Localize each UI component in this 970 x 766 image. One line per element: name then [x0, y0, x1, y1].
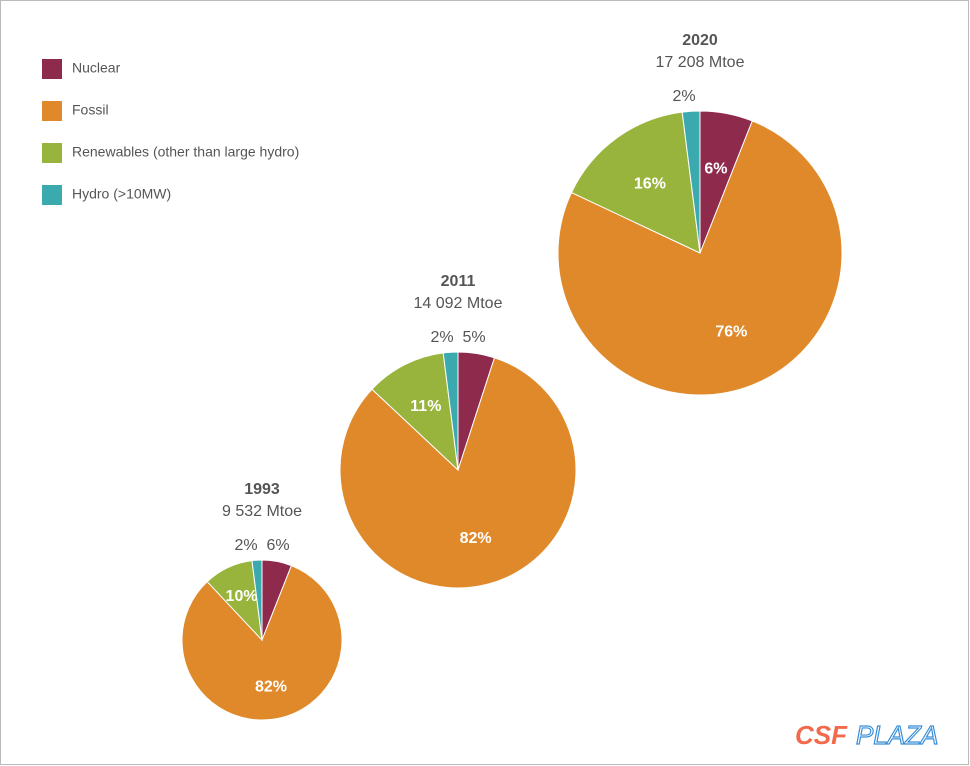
- data-label: 5%: [462, 329, 485, 346]
- pie-subtitle: 17 208 Mtoe: [656, 54, 745, 71]
- pie-title: 1993: [244, 481, 280, 498]
- pie-title: 2020: [682, 32, 718, 49]
- pie-slice: [442, 351, 459, 471]
- pie-slice: [570, 111, 701, 254]
- data-label: 82%: [255, 678, 287, 695]
- data-label: 11%: [410, 398, 441, 415]
- legend-swatch: [42, 143, 62, 163]
- pie-subtitle: 14 092 Mtoe: [414, 295, 503, 312]
- data-label: 2%: [672, 88, 695, 105]
- data-label: 10%: [226, 588, 258, 605]
- data-label: 6%: [704, 161, 727, 178]
- pie-title: 2011: [441, 273, 476, 290]
- legend-swatch: [42, 185, 62, 205]
- data-label: 2%: [430, 329, 453, 346]
- pie-slice: [557, 120, 843, 396]
- pie-slice: [371, 352, 459, 472]
- pie-slice: [181, 564, 343, 721]
- watermark-b: PLAZA: [856, 720, 938, 750]
- legend-label: Hydro (>10MW): [72, 186, 171, 202]
- data-label: 6%: [266, 537, 289, 554]
- data-label: 82%: [460, 530, 492, 547]
- legend-label: Fossil: [72, 102, 109, 118]
- legend-label: Nuclear: [72, 60, 121, 76]
- legend-swatch: [42, 101, 62, 121]
- pie-slice: [681, 110, 701, 254]
- pie-slice: [251, 559, 263, 641]
- legend-swatch: [42, 59, 62, 79]
- legend-label: Renewables (other than large hydro): [72, 144, 299, 160]
- pie-slice: [339, 357, 577, 589]
- watermark-a: CSF: [795, 720, 848, 750]
- data-label: 16%: [634, 175, 666, 192]
- pie-subtitle: 9 532 Mtoe: [222, 503, 302, 520]
- data-label: 76%: [715, 323, 747, 340]
- data-label: 2%: [234, 537, 257, 554]
